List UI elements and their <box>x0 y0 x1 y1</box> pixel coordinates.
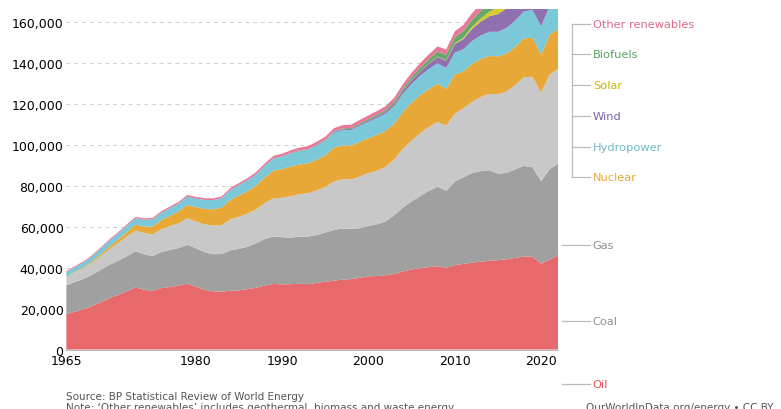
Text: OurWorldInData.org/energy • CC BY: OurWorldInData.org/energy • CC BY <box>586 402 773 409</box>
Text: Gas: Gas <box>593 240 615 250</box>
Text: Nuclear: Nuclear <box>593 173 637 183</box>
Text: Biofuels: Biofuels <box>593 50 638 60</box>
Text: Coal: Coal <box>593 316 618 326</box>
Text: Solar: Solar <box>593 81 622 91</box>
Text: Oil: Oil <box>593 380 608 389</box>
Text: Wind: Wind <box>593 112 622 121</box>
Text: Source: BP Statistical Review of World Energy: Source: BP Statistical Review of World E… <box>66 391 305 400</box>
Text: Other renewables: Other renewables <box>593 20 694 29</box>
Text: Note: ‘Other renewables’ includes geothermal, biomass and waste energy.: Note: ‘Other renewables’ includes geothe… <box>66 402 456 409</box>
Text: Hydropower: Hydropower <box>593 142 662 152</box>
